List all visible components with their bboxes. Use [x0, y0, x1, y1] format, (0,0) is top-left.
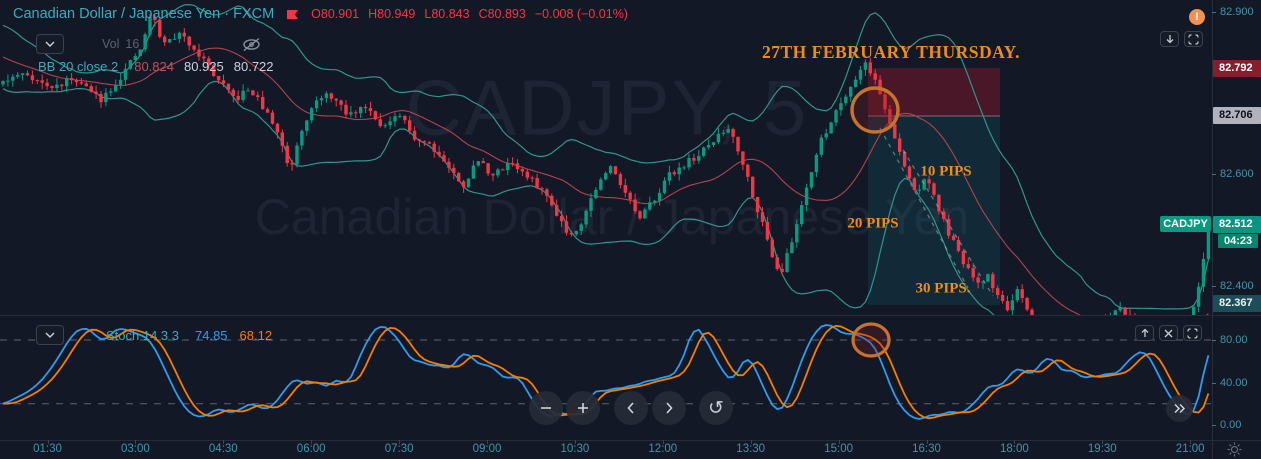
bollinger-title[interactable]: BB 20 close 2 — [38, 59, 119, 74]
stochastic-k-value: 74.85 — [195, 327, 228, 343]
stoch-axis-tick — [1212, 382, 1216, 384]
bb-upper-value: 80.925 — [183, 59, 224, 74]
time-axis-tick — [662, 440, 664, 444]
open-value: O80.901 — [311, 7, 360, 21]
price-chart-pane[interactable] — [0, 0, 1212, 315]
time-axis-label: 03:00 — [121, 443, 150, 455]
time-axis-label: 21:00 — [1175, 443, 1205, 455]
bb-basis-value: 80.824 — [134, 59, 174, 74]
stochastic-legend: Stoch 14 3 3 74.85 68.12 — [36, 325, 272, 345]
time-axis-label: 16:30 — [912, 443, 941, 455]
stoch-collapse-button[interactable] — [36, 325, 64, 345]
eye-slash-icon[interactable] — [241, 37, 262, 52]
time-axis-label: 07:30 — [384, 443, 414, 455]
zoom-out-button[interactable] — [529, 391, 563, 425]
time-axis-tick — [926, 440, 928, 444]
time-axis-tick — [750, 440, 752, 444]
time-axis-label: 06:00 — [296, 443, 326, 455]
close-pane-button[interactable] — [1159, 325, 1178, 341]
time-axis-tick — [47, 440, 49, 444]
flag-icon[interactable] — [286, 8, 299, 21]
price-axis-label: 82.600 — [1220, 168, 1254, 180]
pane-separator[interactable] — [0, 315, 1261, 316]
move-pane-up-button[interactable] — [1135, 325, 1154, 341]
ohlc-values: O80.901 H80.949 L80.843 C80.893 −0.008 (… — [311, 7, 628, 21]
time-axis-label: 19:30 — [1087, 443, 1117, 455]
time-axis-separator — [0, 440, 1261, 441]
price-axis-tag: 82.512 — [1213, 215, 1261, 233]
stoch-axis-tick — [1212, 425, 1216, 426]
time-axis-label: 18:00 — [1000, 443, 1029, 455]
symbol-price-tag: CADJPY — [1160, 216, 1211, 232]
stoch-axis-label: 0.00 — [1220, 419, 1242, 431]
high-value: H80.949 — [368, 7, 416, 21]
stoch-axis-label: 40.00 — [1220, 376, 1248, 389]
scroll-right-button[interactable] — [652, 391, 686, 425]
time-axis-label: 09:00 — [472, 443, 502, 455]
time-axis-tick — [1014, 440, 1016, 444]
zoom-in-button[interactable] — [566, 391, 600, 425]
stochastic-pane[interactable] — [0, 315, 1212, 440]
pips-annotation[interactable]: 20 PIPS — [847, 215, 899, 232]
time-axis-label: 15:00 — [824, 443, 853, 455]
price-axis-border — [1212, 0, 1213, 459]
price-axis-tag: 82.792 — [1213, 59, 1261, 77]
stochastic-d-value: 68.12 — [239, 327, 273, 343]
time-axis-tick — [1102, 440, 1104, 444]
bollinger-legend: BB 20 close 2 80.824 80.925 80.722 — [38, 59, 274, 74]
time-axis-tick — [311, 440, 313, 444]
volume-label[interactable]: Vol — [102, 37, 120, 51]
stochastic-title[interactable]: Stoch 14 3 3 — [106, 327, 179, 343]
time-axis-label: 10:30 — [560, 443, 590, 455]
close-value: C80.893 — [478, 7, 526, 21]
price-axis-tick — [1212, 12, 1216, 13]
axis-settings-gear-icon[interactable] — [1226, 441, 1243, 458]
time-axis-tick — [135, 440, 137, 444]
reset-chart-button[interactable]: ↺ — [699, 391, 733, 425]
price-axis-tag: 04:23 — [1218, 234, 1258, 248]
scroll-left-button[interactable] — [614, 391, 648, 425]
change-value: −0.008 (−0.01%) — [534, 7, 628, 21]
annotation-headline[interactable]: 27TH FEBRUARY THURSDAY. — [761, 42, 1021, 62]
price-axis-tick — [1212, 174, 1216, 175]
time-axis-label: 04:30 — [208, 443, 238, 455]
volume-value: 16 — [125, 37, 140, 51]
time-axis-label: 01:30 — [33, 443, 62, 455]
pips-annotation[interactable]: 30 PIPS. — [915, 280, 971, 297]
symbol-title[interactable]: Canadian Dollar / Japanese Yen · FXCM — [13, 6, 275, 22]
time-axis-tick — [223, 440, 225, 444]
legend-collapse-button[interactable] — [36, 34, 64, 54]
stoch-axis-tick — [1212, 340, 1216, 341]
time-axis-tick — [487, 440, 488, 444]
stoch-axis-label: 80.00 — [1220, 334, 1248, 346]
bb-lower-value: 80.722 — [233, 59, 274, 74]
low-value: L80.843 — [424, 7, 470, 21]
price-axis-label: 82.900 — [1220, 6, 1254, 18]
time-axis-tick — [838, 440, 840, 444]
fast-forward-button[interactable] — [1166, 395, 1193, 422]
maximize-stoch-pane-button[interactable] — [1183, 325, 1202, 341]
price-axis-tag: 82.367 — [1213, 294, 1261, 312]
price-axis-tag: 82.706 — [1213, 106, 1261, 124]
price-axis-label: 82.400 — [1220, 280, 1254, 292]
volume-legend: Vol 16 — [36, 34, 262, 54]
maximize-pane-button[interactable] — [1184, 31, 1203, 47]
pips-annotation[interactable]: 10 PIPS — [920, 163, 972, 180]
data-warning-icon[interactable]: ! — [1189, 9, 1205, 25]
symbol-legend: Canadian Dollar / Japanese Yen · FXCM O8… — [13, 6, 628, 22]
time-axis-tick — [399, 440, 401, 444]
time-axis-label: 12:00 — [648, 443, 678, 455]
time-axis-tick — [574, 440, 576, 444]
time-axis-label: 13:30 — [736, 443, 766, 455]
price-axis-tick — [1212, 286, 1216, 287]
time-axis-tick — [1190, 440, 1192, 444]
scroll-to-realtime-button[interactable] — [1160, 31, 1179, 47]
